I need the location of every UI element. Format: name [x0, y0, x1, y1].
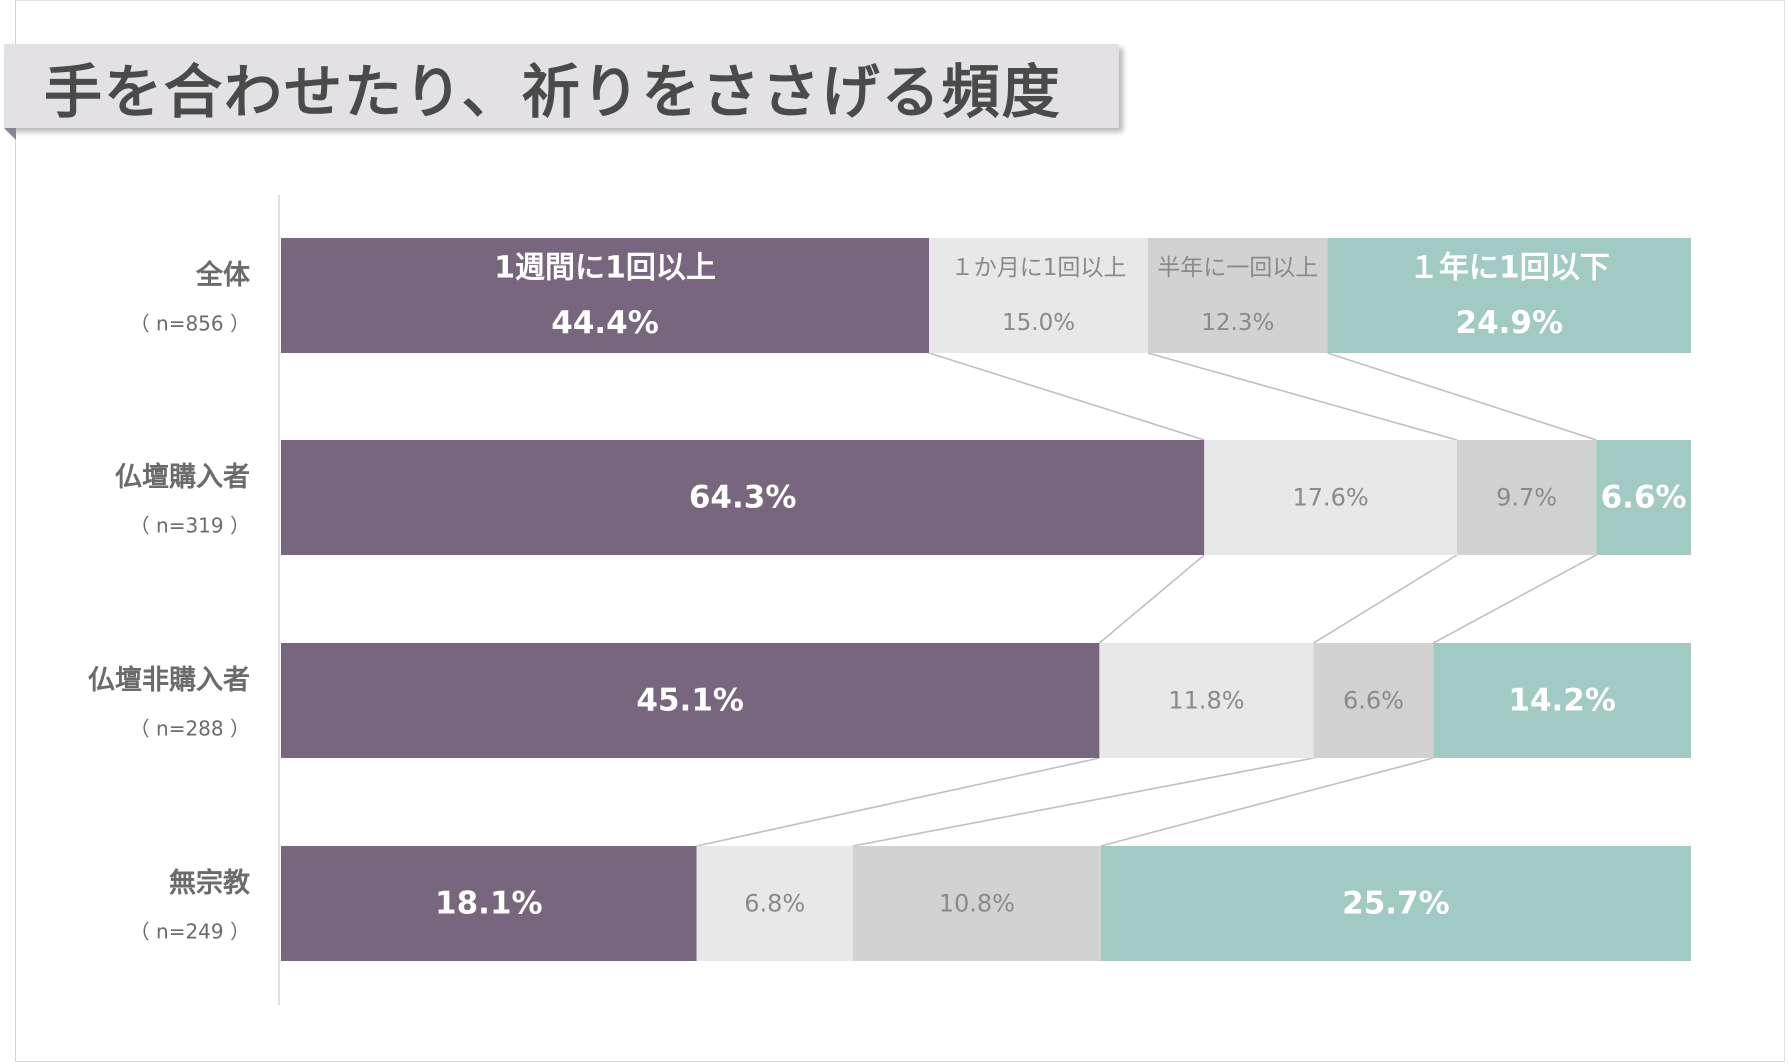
series-connector-line	[1432, 554, 1597, 644]
bar-segment-weekly	[281, 846, 697, 961]
data-label: 10.8%	[939, 890, 1015, 918]
bar-segment-half-year	[1148, 238, 1328, 353]
title-banner	[4, 44, 1119, 128]
data-label: 6.6%	[1601, 480, 1687, 516]
category-label: 仏壇非購入者	[88, 664, 250, 696]
bar-segment-monthly	[696, 846, 853, 961]
legend-label-weekly: 1週間に1回以上	[494, 251, 716, 286]
series-connector-line	[1100, 757, 1434, 847]
series-connector-line	[1147, 352, 1458, 441]
data-label: 64.3%	[689, 480, 797, 516]
series-connector-line	[696, 757, 1100, 847]
data-label: 24.9%	[1456, 305, 1564, 341]
data-label: 25.7%	[1342, 886, 1450, 922]
data-label: 14.2%	[1508, 683, 1616, 719]
category-label: 仏壇購入者	[115, 461, 250, 493]
legend-label-half-year: 半年に一回以上	[1157, 255, 1318, 281]
series-connector-line	[852, 757, 1314, 847]
category-sample-size: （ n=249 ）	[130, 920, 250, 944]
legend-label-yearly: １年に1回以下	[1409, 251, 1610, 286]
legend-label-monthly: １か月に1回以上	[951, 255, 1127, 281]
category-label: 無宗教	[169, 867, 250, 899]
data-label: 6.6%	[1343, 687, 1404, 715]
data-label: 12.3%	[1201, 310, 1274, 336]
data-label: 18.1%	[435, 886, 543, 922]
data-label: 44.4%	[551, 305, 659, 341]
data-label: 15.0%	[1002, 310, 1075, 336]
bar-segment-monthly	[929, 238, 1149, 353]
data-label: 11.8%	[1168, 687, 1244, 715]
series-connector-line	[1327, 352, 1597, 441]
category-label: 全体	[195, 259, 251, 291]
bar-segment-weekly	[281, 440, 1205, 555]
data-label: 6.8%	[744, 890, 805, 918]
series-connector-line	[1098, 554, 1205, 644]
data-label: 45.1%	[636, 683, 744, 719]
data-label: 9.7%	[1496, 484, 1557, 512]
bar-segment-half-year	[1456, 440, 1597, 555]
data-label: 17.6%	[1292, 484, 1368, 512]
title-banner-fold	[4, 128, 16, 140]
category-sample-size: （ n=856 ）	[130, 312, 250, 336]
bar-segment-yearly	[1327, 238, 1691, 353]
bar-segment-weekly	[281, 238, 930, 353]
bar-segment-yearly	[1100, 846, 1691, 961]
bar-segment-half-year	[1313, 643, 1434, 758]
slide-border	[15, 0, 1785, 1062]
bar-segment-monthly	[1204, 440, 1457, 555]
series-connector-line	[928, 352, 1205, 441]
bar-segment-weekly	[281, 643, 1100, 758]
page-title: 手を合わせたり、祈りをささげる頻度	[44, 58, 1062, 126]
bar-segment-yearly	[1433, 643, 1691, 758]
category-sample-size: （ n=319 ）	[130, 514, 250, 538]
bar-segment-monthly	[1099, 643, 1314, 758]
category-sample-size: （ n=288 ）	[130, 717, 250, 741]
bar-segment-yearly	[1596, 440, 1691, 555]
series-connector-line	[1313, 554, 1458, 644]
bar-segment-half-year	[852, 846, 1101, 961]
